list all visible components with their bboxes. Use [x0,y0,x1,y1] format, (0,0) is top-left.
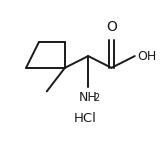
Text: O: O [106,20,117,34]
Text: 2: 2 [94,93,100,103]
Text: NH: NH [79,91,98,104]
Text: OH: OH [137,50,157,63]
Text: HCl: HCl [74,112,97,125]
